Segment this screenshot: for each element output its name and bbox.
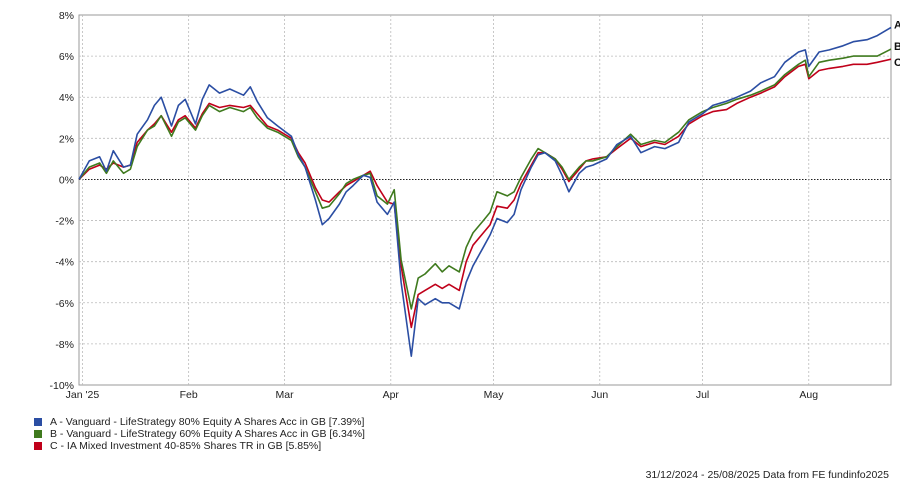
legend-swatch-a bbox=[34, 418, 42, 426]
y-tick-label: 6% bbox=[59, 51, 74, 63]
x-tick-label: Apr bbox=[383, 389, 400, 401]
legend-item-b[interactable]: B - Vanguard - LifeStrategy 60% Equity A… bbox=[34, 428, 365, 440]
legend: A - Vanguard - LifeStrategy 80% Equity A… bbox=[34, 416, 365, 452]
y-tick-label: -2% bbox=[55, 216, 74, 228]
x-tick-label: Jul bbox=[696, 389, 709, 401]
y-tick-label: -10% bbox=[49, 380, 74, 392]
series-end-label-a: A bbox=[894, 20, 900, 32]
y-tick-label: -4% bbox=[55, 257, 74, 269]
legend-swatch-b bbox=[34, 430, 42, 438]
x-tick-label: Feb bbox=[180, 389, 198, 401]
x-tick-label: Jan '25 bbox=[66, 389, 100, 401]
series-line-a bbox=[78, 26, 892, 357]
y-tick-label: 8% bbox=[59, 10, 74, 22]
series-line-b bbox=[78, 48, 892, 310]
y-tick-label: -8% bbox=[55, 339, 74, 351]
legend-label-b: B - Vanguard - LifeStrategy 60% Equity A… bbox=[50, 428, 365, 440]
x-tick-label: Aug bbox=[799, 389, 818, 401]
series-line-c bbox=[78, 58, 892, 329]
y-tick-label: 2% bbox=[59, 133, 74, 145]
y-tick-label: 4% bbox=[59, 92, 74, 104]
legend-item-c[interactable]: C - IA Mixed Investment 40-85% Shares TR… bbox=[34, 440, 365, 452]
legend-swatch-c bbox=[34, 442, 42, 450]
footer-source: 31/12/2024 - 25/08/2025 Data from FE fun… bbox=[645, 469, 889, 481]
y-tick-label: -6% bbox=[55, 298, 74, 310]
plot-area bbox=[78, 14, 892, 386]
legend-label-c: C - IA Mixed Investment 40-85% Shares TR… bbox=[50, 440, 322, 452]
x-tick-label: Mar bbox=[276, 389, 295, 401]
legend-item-a[interactable]: A - Vanguard - LifeStrategy 80% Equity A… bbox=[34, 416, 365, 428]
series-end-label-b: B bbox=[894, 41, 900, 53]
x-tick-label: May bbox=[484, 389, 505, 401]
legend-label-a: A - Vanguard - LifeStrategy 80% Equity A… bbox=[50, 416, 365, 428]
x-tick-label: Jun bbox=[591, 389, 608, 401]
series-end-label-c: C bbox=[894, 57, 900, 69]
y-tick-label: 0% bbox=[59, 174, 74, 186]
